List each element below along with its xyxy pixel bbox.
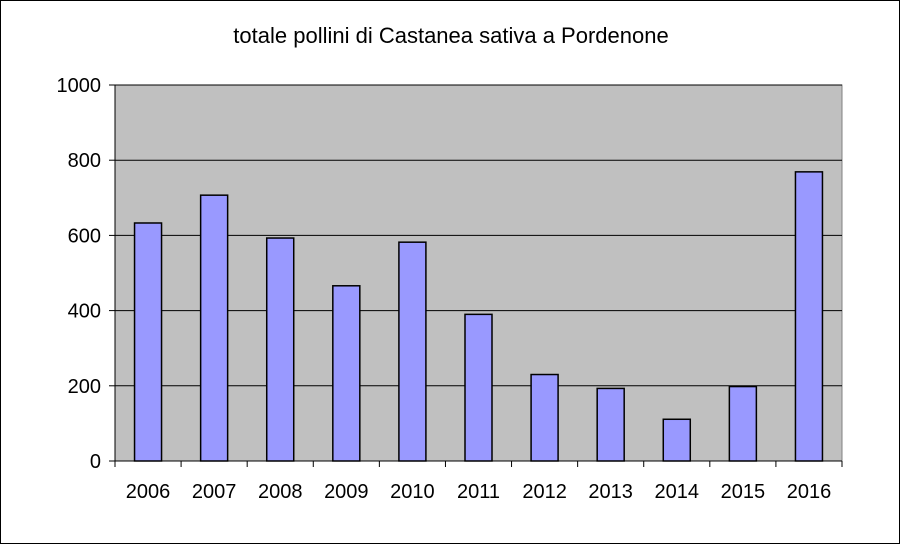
bar-2013 [596,387,625,462]
bar-2011 [464,313,493,462]
x-tick-label: 2006 [126,481,171,503]
y-tick-label: 800 [68,150,101,172]
x-tick-label: 2013 [588,481,633,503]
bar-2008 [265,237,295,462]
x-tick-label: 2014 [655,481,700,503]
bars [133,171,824,462]
bar-2007 [199,194,229,462]
bar-2016 [794,171,824,462]
bar-2009 [332,285,361,462]
x-tick-label: 2010 [390,481,435,503]
y-tick-label: 1000 [57,75,102,97]
axes [109,84,843,467]
x-tick-label: 2015 [721,481,766,503]
x-tick-label: 2012 [522,481,567,503]
y-tick-label: 200 [68,376,101,398]
x-tick-label: 2008 [258,481,303,503]
bar-2015 [728,385,758,462]
y-tick-label: 400 [68,301,101,323]
y-tick-label: 0 [90,451,101,473]
bar-2014 [662,418,692,462]
x-tick-label: 2011 [457,481,500,503]
x-tick-label: 2016 [787,481,832,503]
gridlines [115,84,842,387]
bar-2010 [398,241,427,462]
chart-title: totale pollini di Castanea sativa a Pord… [233,23,669,48]
bar-2012 [530,373,559,462]
y-tick-label: 600 [68,225,101,247]
x-tick-labels: 2006 2007 2008 2009 2010 2011 2012 2013 2014 2015… [126,481,831,503]
x-tick-label: 2007 [192,481,237,503]
bar-2006 [133,222,163,462]
x-tick-label: 2009 [324,481,369,503]
y-tick-labels: 0 200 400 600 800 1000 [57,75,102,473]
